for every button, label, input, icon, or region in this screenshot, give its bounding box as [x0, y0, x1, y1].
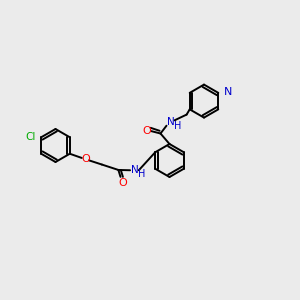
Text: H: H	[174, 121, 181, 131]
Text: Cl: Cl	[26, 132, 36, 142]
Text: H: H	[138, 169, 145, 179]
Text: O: O	[118, 178, 127, 188]
Text: O: O	[81, 154, 90, 164]
Text: N: N	[224, 87, 232, 97]
Text: N: N	[131, 165, 139, 175]
Text: N: N	[167, 117, 175, 127]
Text: O: O	[142, 125, 152, 136]
